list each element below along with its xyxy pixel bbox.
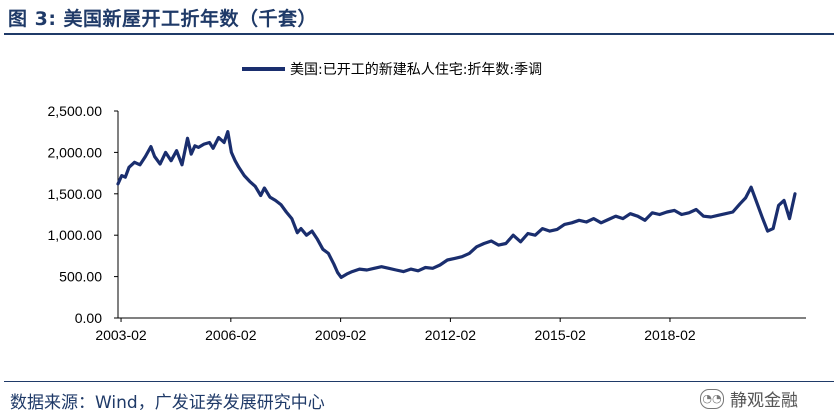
legend: 美国:已开工的新建私人住宅:折年数:季调 [242,62,542,78]
watermark-text: 静观金融 [730,391,798,411]
footer-rule [4,381,834,382]
x-tick-label: 2006-02 [205,327,257,343]
y-tick-label: 1,000.00 [48,227,103,243]
y-tick-label: 0.00 [75,310,102,326]
source-note: 数据来源：Wind，广发证券发展研究中心 [10,393,325,413]
y-tick-label: 2,500.00 [48,103,103,119]
x-tick-label: 2015-02 [534,327,586,343]
figure-title: 图 3: 美国新屋开工折年数（千套） [8,8,318,30]
x-axis-ticks: 2003-02 2006-02 2009-02 2012-02 2015-02 2018-… [95,318,696,343]
wechat-icon: ◔◔ [700,388,724,409]
x-tick-label: 2009-02 [315,327,367,343]
x-tick-label: 2018-02 [644,327,696,343]
y-tick-label: 2,000.00 [48,144,103,160]
y-tick-label: 500.00 [59,269,102,285]
x-tick-label: 2012-02 [425,327,477,343]
watermark: ◔◔ 静观金融 [700,386,798,411]
legend-label: 美国:已开工的新建私人住宅:折年数:季调 [290,62,542,78]
series-line [116,130,797,279]
axes [117,111,806,319]
y-tick-label: 1,500.00 [48,186,103,202]
x-tick-label: 2003-02 [95,327,147,343]
series-layer [116,130,797,279]
y-axis-ticks: 0.00 500.00 1,000.00 1,500.00 2,000.00 2,500.… [48,103,118,326]
title-rule [4,33,834,35]
